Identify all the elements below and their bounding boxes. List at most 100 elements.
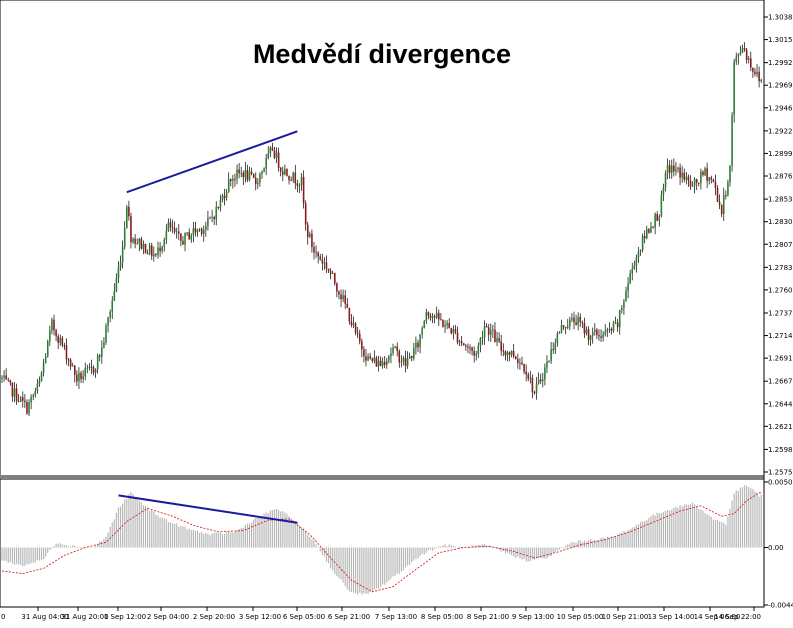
candle-body — [556, 333, 559, 344]
histogram-bar — [637, 524, 640, 548]
histogram-bar — [521, 547, 523, 560]
histogram-bar — [67, 546, 70, 548]
histogram-bar — [26, 547, 28, 565]
pane-separator[interactable] — [0, 475, 764, 479]
candle-body — [277, 152, 280, 168]
histogram-bar — [226, 532, 228, 548]
histogram-bar — [22, 547, 24, 567]
histogram-bar — [598, 539, 600, 548]
candle-body — [115, 278, 118, 291]
histogram-bar — [263, 513, 265, 548]
candle-body — [535, 383, 538, 394]
candle-body — [356, 332, 359, 334]
candle-body — [269, 147, 272, 154]
candle-body — [53, 319, 55, 331]
candle-body — [637, 251, 640, 258]
histogram-bar — [382, 547, 384, 585]
candle-body — [238, 169, 240, 174]
histogram-bar — [113, 519, 115, 548]
histogram-bar — [575, 542, 577, 548]
histogram-bar — [500, 547, 502, 552]
histogram-bar — [409, 547, 411, 565]
candle-body — [633, 265, 636, 269]
candle-body — [741, 47, 744, 53]
candle-body — [641, 235, 644, 251]
candle-body — [207, 218, 209, 227]
candle-body — [527, 374, 530, 379]
candle-body — [581, 322, 584, 324]
histogram-bar — [627, 529, 629, 548]
histogram-bar — [128, 494, 130, 548]
histogram-bar — [427, 547, 429, 551]
candle-body — [175, 231, 178, 233]
candle-body — [67, 359, 70, 361]
histogram-bar — [600, 537, 602, 548]
histogram-bar — [61, 544, 63, 548]
candle-body — [230, 179, 232, 181]
candle-body — [479, 338, 482, 346]
histogram-bar — [238, 528, 240, 548]
candle-body — [731, 115, 733, 166]
histogram-bar — [219, 532, 221, 548]
histogram-bar — [342, 547, 344, 583]
histogram-bar — [683, 504, 685, 548]
histogram-bar — [444, 544, 446, 548]
histogram-bar — [579, 539, 581, 548]
histogram-bar — [739, 487, 741, 548]
candle-body — [702, 171, 704, 175]
histogram-bar — [602, 537, 604, 548]
candle-body — [685, 176, 688, 180]
histogram-bar — [473, 545, 475, 548]
histogram-bar — [367, 547, 369, 594]
histogram-bar — [30, 547, 32, 564]
candle-body — [184, 232, 186, 245]
candle-body — [358, 333, 361, 342]
histogram-bar — [467, 547, 469, 549]
histogram-bar — [517, 547, 519, 557]
histogram-bar — [248, 523, 251, 548]
candle-body — [42, 362, 45, 373]
candle-body — [325, 262, 328, 269]
candle-body — [442, 319, 444, 327]
candle-body — [483, 326, 486, 338]
candle-body — [136, 243, 138, 245]
histogram-bar — [681, 506, 683, 548]
candle-body — [548, 360, 550, 362]
candle-body — [745, 49, 748, 60]
oscillator-divergence-line — [118, 494, 298, 524]
signal-group — [1, 492, 762, 593]
histogram-bar — [97, 544, 99, 548]
candle-body — [142, 243, 145, 249]
time-tick-label: 31 Aug 20:00 — [61, 613, 108, 621]
histogram-bar — [244, 524, 246, 548]
histogram-bar — [450, 544, 452, 548]
candle-body — [323, 262, 326, 264]
histogram-bar — [606, 536, 608, 548]
candle-body — [317, 252, 319, 257]
histogram-bar — [159, 517, 161, 548]
candle-body — [425, 312, 428, 322]
candle-body — [452, 329, 455, 334]
histogram-bar — [371, 547, 373, 592]
candle-body — [450, 328, 453, 334]
histogram-bar — [735, 490, 737, 548]
candle-body — [481, 337, 484, 339]
histogram-bar — [698, 508, 700, 548]
candle-body — [433, 316, 436, 318]
candle-body — [521, 362, 523, 365]
candle-body — [621, 308, 623, 311]
candle-body — [252, 173, 255, 178]
histogram-bar — [656, 512, 658, 548]
candle-body — [739, 52, 742, 55]
price-axis-labels: 1.30385 1.30155 1.29920 1.29690 1.29460 1.292… — [764, 14, 793, 477]
histogram-bar — [448, 544, 450, 548]
candle-body — [173, 228, 176, 232]
histogram-bar — [296, 522, 298, 548]
candle-body — [396, 346, 398, 352]
candle-body — [587, 329, 590, 340]
candle-body — [196, 229, 199, 233]
time-tick-label: 14 Sep 06:00 — [694, 613, 741, 621]
histogram-bar — [330, 547, 332, 569]
histogram-bar — [619, 533, 621, 548]
histogram-bar — [429, 547, 432, 550]
